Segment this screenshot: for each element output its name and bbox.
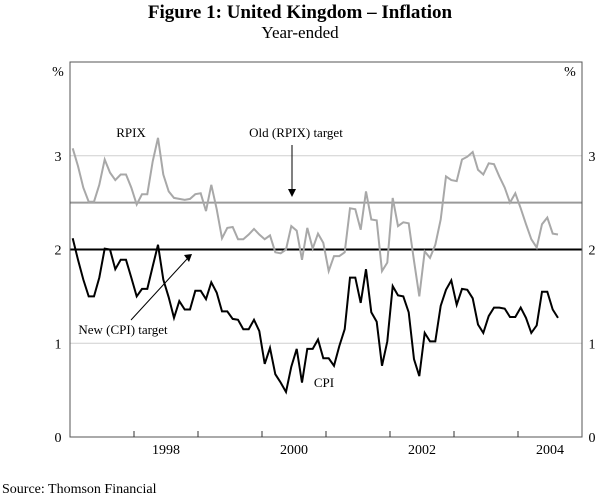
x-tick-label-2002: 2002 bbox=[408, 443, 436, 458]
y-tick-left-2: 2 bbox=[55, 244, 62, 259]
y-tick-left-1: 1 bbox=[55, 337, 62, 352]
chart-title: Figure 1: United Kingdom – Inflation bbox=[148, 2, 453, 23]
y-unit-right: % bbox=[564, 65, 576, 80]
y-tick-right-1: 1 bbox=[589, 337, 596, 352]
old-target-label: Old (RPIX) target bbox=[249, 125, 343, 140]
source-note: Source: Thomson Financial bbox=[2, 482, 157, 497]
x-tick-label-2000: 2000 bbox=[280, 443, 308, 458]
y-tick-right-2: 2 bbox=[589, 244, 596, 259]
chart-subtitle: Year-ended bbox=[261, 23, 339, 42]
y-tick-left-3: 3 bbox=[55, 150, 62, 165]
cpi-label: CPI bbox=[314, 375, 334, 390]
new-target-label: New (CPI) target bbox=[78, 322, 168, 337]
y-tick-right-3: 3 bbox=[589, 150, 596, 165]
series-line-cpi bbox=[71, 238, 559, 395]
y-unit-left: % bbox=[52, 65, 64, 80]
rpix-label: RPIX bbox=[116, 125, 146, 140]
x-tick-label-1998: 1998 bbox=[152, 443, 180, 458]
new-target-arrow bbox=[130, 254, 192, 321]
y-tick-left-0: 0 bbox=[55, 431, 62, 446]
old-target-arrow bbox=[288, 145, 296, 197]
x-tick-label-2004: 2004 bbox=[536, 443, 564, 458]
series-line-rpix bbox=[71, 137, 559, 297]
y-tick-right-0: 0 bbox=[589, 431, 596, 446]
